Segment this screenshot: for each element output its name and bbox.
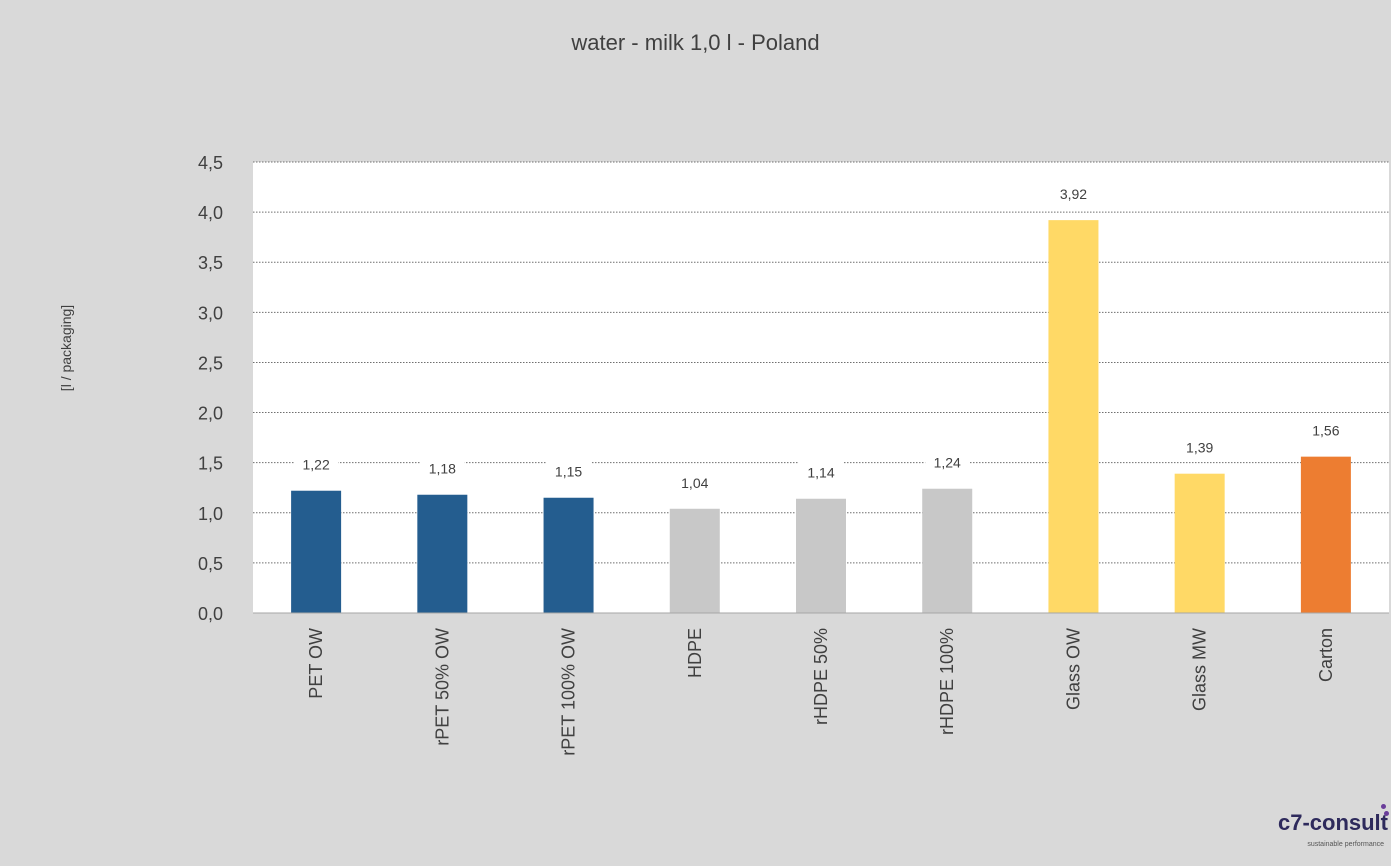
y-tick-label: 1,5 (198, 454, 223, 474)
x-tick-label: Carton (1316, 628, 1336, 682)
bar (1048, 220, 1099, 613)
data-label-background (1051, 182, 1096, 207)
bar (922, 488, 973, 613)
data-label-background (420, 456, 465, 481)
x-tick-label: rPET 100% OW (559, 628, 579, 756)
data-label: 1,18 (429, 461, 456, 477)
bar (1300, 456, 1351, 613)
bar (796, 498, 846, 613)
y-tick-label: 2,5 (198, 353, 223, 373)
logo-name: c7-consult (1277, 810, 1388, 835)
data-label: 3,92 (1060, 186, 1087, 202)
x-tick-label: PET OW (306, 628, 326, 699)
data-label-background (672, 470, 717, 495)
data-label: 1,15 (555, 464, 582, 480)
y-tick-label: 1,0 (198, 504, 223, 524)
x-tick-label: Glass MW (1190, 628, 1210, 711)
data-label: 1,04 (681, 475, 708, 491)
x-tick-label: HDPE (685, 628, 705, 678)
logo-tagline: sustainable performance (1307, 841, 1384, 848)
x-tick-label: Glass OW (1063, 628, 1083, 710)
data-label-background (1177, 435, 1222, 460)
data-label-background (925, 450, 970, 475)
x-tick-label: rHDPE 100% (937, 628, 957, 735)
data-label-background (294, 452, 339, 477)
data-label: 1,24 (934, 455, 961, 471)
data-label-background (1303, 418, 1348, 443)
company-logo: c7-consult sustainable performance (1268, 804, 1389, 860)
data-label: 1,14 (807, 465, 834, 481)
bar (417, 494, 468, 613)
x-tick-label: rPET 50% OW (432, 628, 452, 746)
y-tick-label: 3,0 (198, 303, 223, 323)
y-tick-label: 0,0 (198, 604, 223, 624)
bar (291, 490, 342, 613)
y-tick-label: 3,5 (198, 253, 223, 273)
data-label-background (799, 460, 843, 485)
data-label: 1,56 (1312, 423, 1339, 439)
data-label: 1,22 (302, 457, 329, 473)
x-tick-label: rHDPE 50% (811, 628, 831, 725)
y-tick-label: 0,5 (198, 554, 223, 574)
y-tick-label: 4,5 (198, 153, 223, 173)
bar (1174, 473, 1225, 613)
bar (543, 497, 594, 613)
y-tick-label: 4,0 (198, 203, 223, 223)
bar (669, 508, 720, 613)
y-tick-label: 2,0 (198, 404, 223, 424)
data-label-background (546, 459, 591, 484)
data-label: 1,39 (1186, 440, 1213, 456)
chart-title: water - milk 1,0 l - Poland (571, 30, 820, 55)
